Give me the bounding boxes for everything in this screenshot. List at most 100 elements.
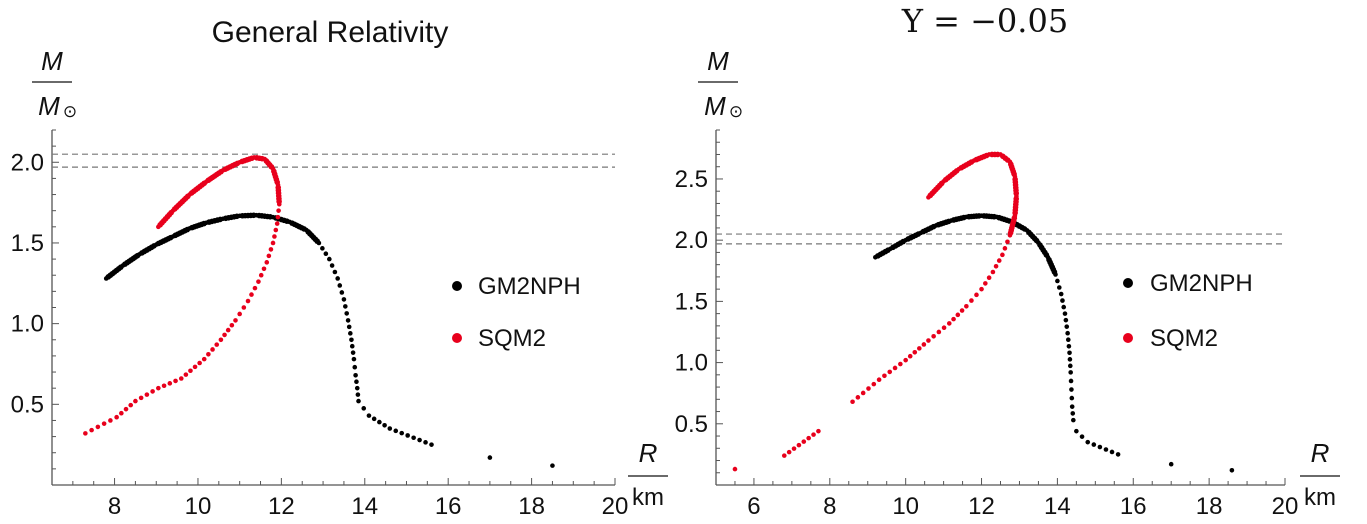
data-point-sqm2 (917, 346, 922, 351)
data-point-sqm2 (871, 381, 877, 387)
data-point-sqm2 (218, 337, 224, 343)
data-point-gm2nph (393, 428, 399, 434)
data-point-gm2nph (356, 398, 361, 404)
x-tick-label: 14 (1044, 493, 1071, 520)
x-tick-label: 16 (435, 493, 462, 520)
data-point-sqm2 (188, 368, 193, 374)
data-point-gm2nph (350, 350, 356, 355)
data-point-gm2nph (351, 356, 357, 362)
data-point-sqm2 (201, 356, 207, 362)
x-axis-label-unit: km (632, 484, 664, 511)
data-point-gm2nph (337, 283, 343, 288)
data-point-sqm2 (1007, 232, 1013, 238)
data-point-gm2nph (1069, 404, 1075, 409)
data-point-sqm2 (876, 377, 882, 383)
x-tick-label: 20 (1272, 493, 1299, 520)
data-point-gm2nph (349, 337, 354, 343)
data-point-sqm2 (156, 385, 161, 391)
data-point-gm2nph (405, 433, 410, 438)
data-point-gm2nph (1070, 411, 1076, 416)
data-point-sqm2 (1002, 246, 1008, 251)
data-point-gm2nph (1068, 370, 1073, 375)
y-axis-label-sun-subscript: ⊙ (729, 102, 743, 122)
data-point-sqm2 (89, 427, 94, 433)
data-point-gm2nph (345, 318, 351, 323)
data-point-sqm2 (150, 389, 155, 394)
data-point-gm2nph (377, 419, 382, 425)
data-point-sqm2 (955, 312, 961, 318)
y-tick-label: 0.5 (11, 391, 44, 418)
data-point-gm2nph (1109, 449, 1115, 455)
data-point-gm2nph (355, 392, 361, 397)
data-point-sqm2 (993, 263, 999, 269)
data-point-sqm2 (276, 201, 282, 207)
data-point-sqm2 (233, 318, 238, 323)
data-point-gm2nph (1067, 363, 1073, 369)
data-point-gm2nph (343, 304, 348, 309)
data-point-sqm2 (855, 395, 861, 400)
data-point-sqm2 (206, 351, 211, 357)
data-point-gm2nph (1074, 428, 1079, 434)
data-point-gm2nph (341, 297, 347, 302)
x-tick-label: 8 (108, 493, 121, 520)
data-point-sqm2 (268, 247, 274, 252)
y-axis-label-numerator: M (41, 46, 63, 76)
data-point-sqm2 (732, 466, 738, 472)
data-point-gm2nph (361, 406, 367, 411)
data-point-sqm2 (123, 406, 129, 412)
data-point-gm2nph (354, 379, 359, 385)
data-point-gm2nph (417, 437, 422, 443)
data-point-sqm2 (907, 353, 913, 359)
x-tick-label: 14 (351, 493, 378, 520)
data-point-gm2nph (1060, 298, 1065, 303)
data-point-gm2nph (1065, 330, 1070, 336)
data-point-sqm2 (850, 399, 855, 405)
x-tick-label: 10 (185, 493, 212, 520)
data-point-gm2nph (1168, 461, 1174, 467)
data-point-sqm2 (964, 303, 969, 309)
x-axis-label-unit: km (1304, 484, 1336, 511)
x-tick-label: 10 (892, 493, 919, 520)
data-point-sqm2 (222, 332, 227, 338)
data-point-sqm2 (903, 357, 908, 363)
y-tick-label: 2.0 (11, 149, 44, 176)
data-point-gm2nph (423, 440, 428, 445)
data-point-sqm2 (791, 446, 797, 451)
data-point-sqm2 (274, 221, 280, 226)
data-point-sqm2 (990, 269, 996, 275)
data-point-sqm2 (986, 275, 992, 281)
data-point-sqm2 (912, 350, 918, 355)
data-point-sqm2 (133, 398, 138, 404)
data-point-gm2nph (335, 276, 340, 281)
data-point-gm2nph (1115, 452, 1121, 457)
legend-label-gm2nph: GM2NPH (478, 273, 581, 300)
data-point-sqm2 (95, 424, 101, 430)
y-tick-label: 1.5 (675, 288, 708, 315)
data-point-sqm2 (252, 285, 258, 291)
data-point-sqm2 (946, 321, 952, 326)
data-point-gm2nph (1062, 311, 1068, 316)
data-point-sqm2 (781, 453, 787, 458)
y-axis-label-denominator: M (704, 91, 726, 121)
data-point-gm2nph (1229, 468, 1235, 473)
data-point-gm2nph (387, 426, 393, 431)
data-point-gm2nph (1055, 278, 1060, 284)
y-axis-label-sun-subscript: ⊙ (63, 102, 77, 122)
data-point-gm2nph (1085, 439, 1091, 445)
data-point-sqm2 (816, 428, 821, 434)
data-point-gm2nph (382, 422, 387, 428)
data-point-gm2nph (353, 372, 358, 378)
data-point-gm2nph (332, 269, 338, 275)
data-point-sqm2 (114, 414, 119, 420)
data-point-sqm2 (898, 361, 903, 367)
x-tick-label: 6 (747, 493, 760, 520)
data-point-gm2nph (1069, 395, 1075, 401)
x-tick-label: 12 (268, 493, 295, 520)
data-point-gm2nph (1067, 357, 1073, 362)
legend-label-sqm2: SQM2 (478, 325, 546, 352)
data-point-gm2nph (1068, 378, 1074, 384)
y-tick-label: 1.5 (11, 230, 44, 257)
data-point-sqm2 (119, 410, 124, 416)
